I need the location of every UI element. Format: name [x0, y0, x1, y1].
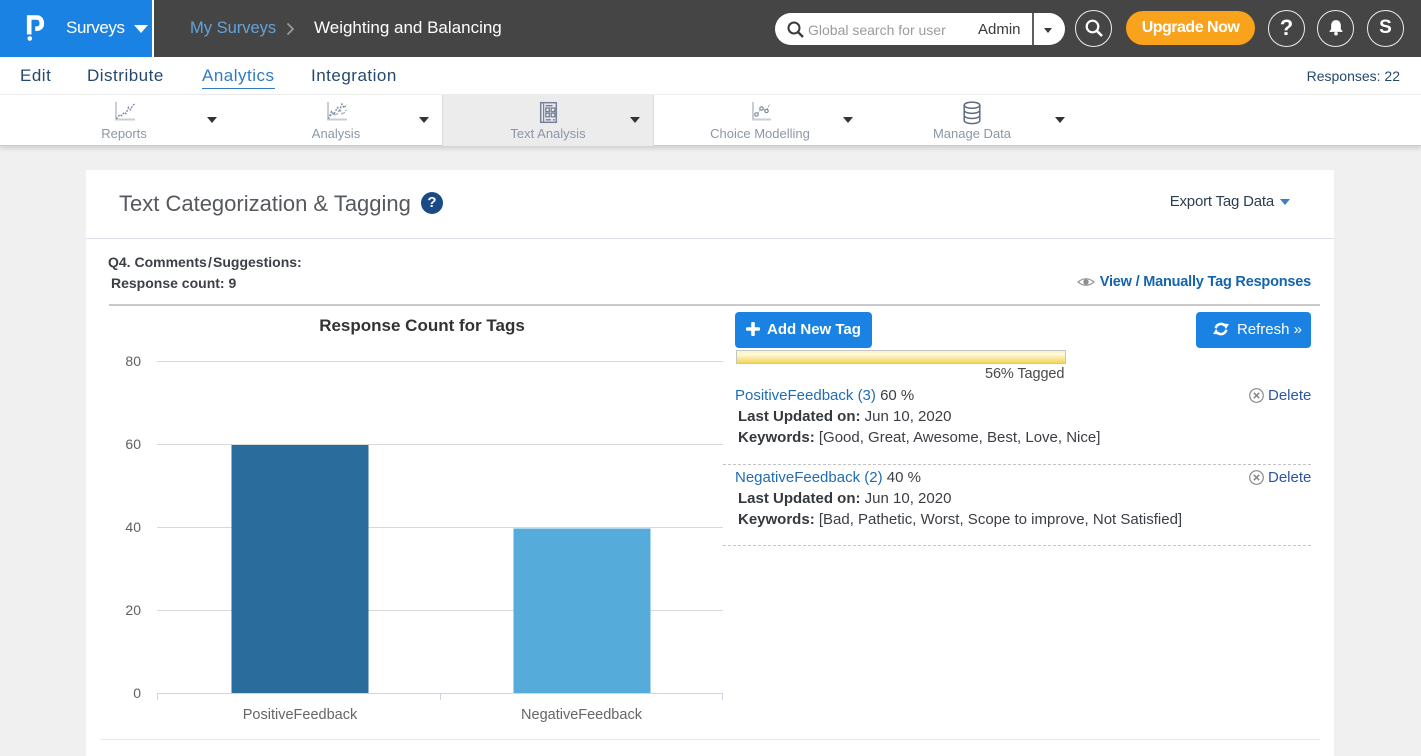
svg-text:60: 60: [125, 436, 141, 452]
svg-text:20: 20: [125, 602, 141, 618]
svg-text:80: 80: [125, 353, 141, 369]
svg-text:NegativeFeedback: NegativeFeedback: [521, 707, 643, 723]
svg-text:0: 0: [133, 685, 141, 701]
svg-text:PositiveFeedback: PositiveFeedback: [243, 707, 358, 723]
svg-text:40: 40: [125, 519, 141, 535]
svg-text:Response Count for Tags: Response Count for Tags: [319, 316, 525, 335]
